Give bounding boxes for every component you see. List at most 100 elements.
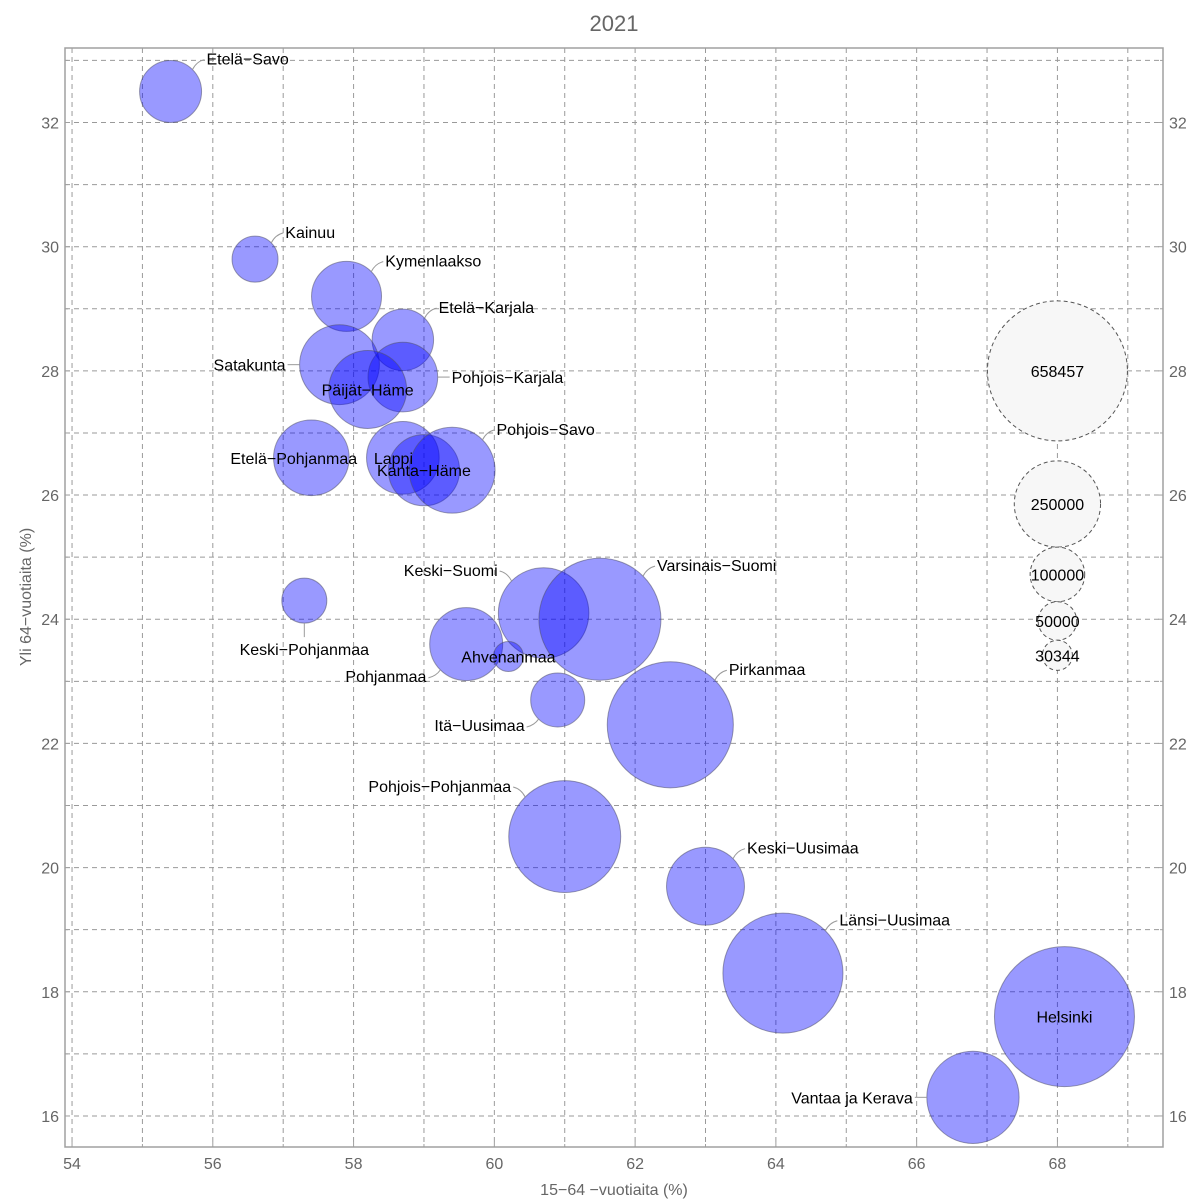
label-p-ij-t-h-me: Päijät−Häme bbox=[322, 382, 414, 399]
y-tick-label-right: 28 bbox=[1169, 364, 1187, 381]
label-ahvenanmaa: Ahvenanmaa bbox=[461, 649, 555, 666]
bubble-etel-karjala bbox=[371, 308, 435, 372]
bubble-kainuu bbox=[231, 235, 279, 283]
legend-bubble bbox=[1029, 546, 1086, 603]
y-tick-label: 22 bbox=[41, 736, 59, 753]
label-it-uusimaa-leader bbox=[526, 718, 540, 728]
x-tick-label: 60 bbox=[485, 1156, 503, 1173]
label-pohjanmaa-leader bbox=[428, 669, 441, 679]
y-tick-label-right: 22 bbox=[1169, 736, 1187, 753]
bubble-pohjois-savo bbox=[408, 426, 496, 514]
label-etel-karjala-leader bbox=[424, 307, 437, 319]
bubble-pirkanmaa bbox=[606, 661, 734, 789]
legend-bubble-label: 250000 bbox=[1031, 497, 1084, 514]
label-etel-savo-leader bbox=[192, 59, 205, 70]
label-keski-suomi: Keski−Suomi bbox=[404, 563, 498, 580]
label-pirkanmaa: Pirkanmaa bbox=[729, 662, 806, 679]
y-tick-label: 24 bbox=[41, 612, 59, 629]
bubble-it-uusimaa bbox=[530, 672, 586, 728]
legend-bubble bbox=[986, 300, 1128, 442]
axes: 54 56 58 60 62 64 66 68 16 16 18 18 20 20 22 22 24 24 26 26… bbox=[41, 59, 1187, 1173]
bubble-kymenlaakso bbox=[311, 260, 383, 332]
legend-bubble bbox=[1041, 639, 1073, 671]
bubble-keski-pohjanmaa bbox=[281, 577, 328, 624]
y-tick-label: 26 bbox=[41, 488, 59, 505]
bubble-kanta-h-me bbox=[387, 434, 461, 507]
legend-bubble-label: 658457 bbox=[1031, 364, 1084, 381]
x-tick-label: 56 bbox=[204, 1156, 222, 1173]
label-it-uusimaa: Itä−Uusimaa bbox=[434, 718, 524, 735]
plot-frame bbox=[64, 47, 1164, 1148]
label-pirkanmaa-leader bbox=[714, 669, 728, 681]
y-tick-label-right: 30 bbox=[1169, 240, 1187, 257]
bubble-lappi bbox=[366, 421, 440, 495]
bubble-pohjois-pohjanmaa bbox=[508, 780, 622, 894]
legend-bubble-label: 100000 bbox=[1031, 567, 1084, 584]
y-tick-label: 30 bbox=[41, 240, 59, 257]
y-tick-label-right: 18 bbox=[1169, 985, 1187, 1002]
label-kymenlaakso-leader bbox=[370, 261, 384, 272]
y-tick-label: 16 bbox=[41, 1109, 59, 1126]
bubble-keski-uusimaa bbox=[666, 846, 745, 926]
x-tick-label: 64 bbox=[767, 1156, 785, 1173]
label-keski-pohjanmaa: Keski−Pohjanmaa bbox=[240, 642, 370, 659]
label-kainuu-leader bbox=[270, 232, 284, 244]
y-tick-label-right: 16 bbox=[1169, 1109, 1187, 1126]
x-tick-label: 68 bbox=[1049, 1156, 1067, 1173]
label-kanta-h-me: Kanta−Häme bbox=[377, 463, 471, 480]
legend-bubble bbox=[1013, 460, 1102, 548]
label-pohjois-pohjanmaa: Pohjois−Pohjanmaa bbox=[368, 779, 511, 796]
label-pohjois-karjala: Pohjois−Karjala bbox=[452, 370, 564, 387]
y-tick-label: 20 bbox=[41, 861, 59, 878]
label-keski-suomi-leader bbox=[499, 570, 513, 582]
label-helsinki: Helsinki bbox=[1036, 1010, 1092, 1027]
legend-bubble-label: 50000 bbox=[1035, 614, 1080, 631]
label-pohjois-savo: Pohjois−Savo bbox=[496, 422, 594, 439]
chart-title: 2021 bbox=[590, 11, 639, 36]
label-l-nsi-uusimaa: Länsi−Uusimaa bbox=[839, 913, 950, 930]
label-varsinais-suomi-leader bbox=[642, 565, 656, 577]
bubble-varsinais-suomi bbox=[538, 557, 662, 681]
bubble-p-ij-t-h-me bbox=[328, 350, 408, 429]
label-satakunta: Satakunta bbox=[214, 358, 286, 375]
bubbles bbox=[139, 59, 1135, 1144]
bubble-labels: Etelä−Savo Kainuu Kymenlaakso Etelä−Karjala… bbox=[192, 52, 1092, 1107]
label-varsinais-suomi: Varsinais−Suomi bbox=[657, 558, 776, 575]
bubble-ahvenanmaa bbox=[492, 640, 524, 673]
bubble-helsinki bbox=[993, 946, 1135, 1088]
label-vantaa-ja-kerava: Vantaa ja Kerava bbox=[791, 1090, 913, 1107]
y-tick-label: 18 bbox=[41, 985, 59, 1002]
y-tick-label: 32 bbox=[41, 116, 59, 133]
label-etel-savo: Etelä−Savo bbox=[206, 52, 288, 69]
label-pohjois-pohjanmaa-leader bbox=[513, 786, 526, 798]
bubble-pohjanmaa bbox=[429, 607, 504, 682]
x-tick-label: 62 bbox=[626, 1156, 644, 1173]
label-etel-karjala: Etelä−Karjala bbox=[439, 300, 535, 317]
x-tick-label: 58 bbox=[345, 1156, 363, 1173]
label-kainuu: Kainuu bbox=[285, 225, 335, 242]
label-pohjanmaa: Pohjanmaa bbox=[345, 669, 426, 686]
label-etel-pohjanmaa: Etelä−Pohjanmaa bbox=[230, 451, 357, 468]
y-tick-label-right: 20 bbox=[1169, 861, 1187, 878]
label-pohjois-savo-leader bbox=[482, 429, 495, 441]
y-tick-label: 28 bbox=[41, 364, 59, 381]
y-tick-label-right: 32 bbox=[1169, 116, 1187, 133]
label-l-nsi-uusimaa-leader bbox=[824, 920, 838, 931]
y-tick-label-right: 24 bbox=[1169, 612, 1187, 629]
bubble-keski-suomi bbox=[497, 567, 590, 659]
label-kymenlaakso: Kymenlaakso bbox=[385, 254, 481, 271]
bubble-etel-savo bbox=[139, 59, 203, 123]
bubble-vantaa-ja-kerava bbox=[926, 1050, 1020, 1144]
x-axis-label: 15−64 −vuotiaita (%) bbox=[540, 1182, 688, 1199]
x-tick-label: 66 bbox=[908, 1156, 926, 1173]
bubble-l-nsi-uusimaa bbox=[722, 912, 844, 1034]
legend-bubble-label: 30344 bbox=[1035, 648, 1080, 665]
label-keski-uusimaa-leader bbox=[732, 848, 746, 859]
y-tick-label-right: 26 bbox=[1169, 488, 1187, 505]
x-tick-label: 54 bbox=[63, 1156, 81, 1173]
bubble-etel-pohjanmaa bbox=[273, 419, 350, 497]
label-keski-uusimaa: Keski−Uusimaa bbox=[747, 841, 859, 858]
size-legend: 658457 250000 100000 50000 30344 bbox=[986, 300, 1128, 671]
label-lappi: Lappi bbox=[374, 451, 413, 468]
